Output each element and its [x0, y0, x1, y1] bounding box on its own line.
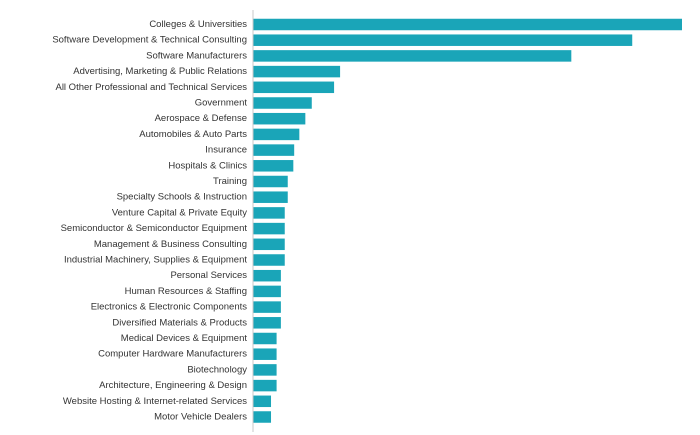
bar	[253, 317, 281, 329]
category-label: Electronics & Electronic Components	[91, 302, 248, 313]
bar	[253, 238, 285, 251]
bar	[253, 222, 285, 235]
bar	[253, 207, 285, 219]
bar	[253, 379, 277, 392]
category-label: Biotechnology	[187, 364, 247, 375]
category-label: Industrial Machinery, Supplies & Equipme…	[64, 255, 247, 266]
bar	[253, 128, 300, 141]
bar	[253, 269, 281, 282]
bar	[253, 160, 294, 172]
bar	[253, 285, 281, 298]
bar	[253, 301, 281, 313]
bar	[253, 348, 277, 360]
category-label: Government	[195, 98, 248, 109]
category-label: Computer Hardware Manufacturers	[98, 349, 247, 360]
category-label: Software Development & Technical Consult…	[52, 35, 247, 46]
bar	[253, 191, 288, 203]
bar	[253, 97, 312, 109]
category-label: Automobiles & Auto Parts	[139, 129, 247, 140]
category-label: Architecture, Engineering & Design	[99, 380, 247, 391]
category-label: Semiconductor & Semiconductor Equipment	[61, 223, 248, 234]
bar	[253, 175, 288, 188]
bar	[253, 50, 572, 62]
category-label: Aerospace & Defense	[155, 113, 247, 124]
category-labels: Colleges & Universities Software Developm…	[52, 19, 247, 423]
category-label: Specialty Schools & Instruction	[117, 192, 247, 203]
bar	[253, 65, 341, 78]
bar	[253, 144, 295, 156]
category-label: Website Hosting & Internet-related Servi…	[63, 396, 247, 407]
bar	[253, 332, 277, 345]
category-label: Training	[213, 176, 247, 187]
bar	[253, 411, 272, 423]
bar	[253, 254, 285, 266]
category-label: Advertising, Marketing & Public Relation…	[73, 66, 247, 77]
category-label: Insurance	[205, 145, 247, 156]
category-label: Motor Vehicle Dealers	[154, 412, 247, 423]
bars	[253, 18, 682, 423]
bar	[253, 18, 682, 31]
bar	[253, 395, 272, 408]
bar	[253, 364, 277, 376]
category-label: Diversified Materials & Products	[112, 317, 247, 328]
category-label: Venture Capital & Private Equity	[112, 207, 247, 218]
category-label: Colleges & Universities	[149, 19, 247, 30]
category-label: Hospitals & Clinics	[168, 160, 247, 171]
category-label: Personal Services	[170, 270, 247, 281]
category-label: Management & Business Consulting	[94, 239, 247, 250]
bar	[253, 112, 306, 125]
bar	[253, 81, 335, 94]
category-label: Human Resources & Staffing	[125, 286, 247, 297]
category-label: Medical Devices & Equipment	[121, 333, 248, 344]
bar	[253, 34, 633, 46]
category-label: All Other Professional and Technical Ser…	[55, 82, 247, 93]
category-label: Software Manufacturers	[146, 50, 247, 61]
